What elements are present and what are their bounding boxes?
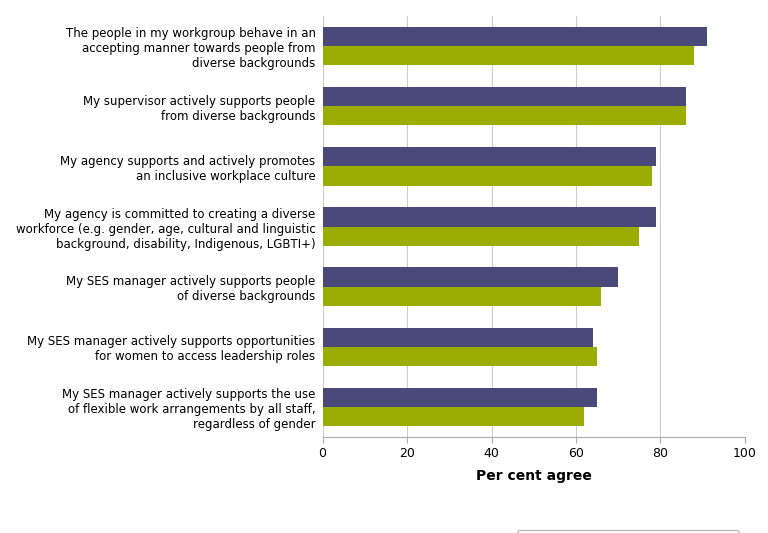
- Bar: [323, 147, 656, 166]
- Bar: [323, 46, 694, 66]
- X-axis label: Per cent agree: Per cent agree: [476, 469, 591, 483]
- Bar: [323, 106, 686, 125]
- Bar: [323, 287, 601, 306]
- Bar: [323, 347, 598, 366]
- Bar: [323, 387, 598, 407]
- Bar: [323, 268, 618, 287]
- Bar: [323, 328, 593, 347]
- Bar: [323, 227, 639, 246]
- Bar: [323, 207, 656, 227]
- Bar: [323, 87, 686, 106]
- Bar: [323, 27, 707, 46]
- Bar: [323, 407, 584, 426]
- Legend: LGBTI+, Non-LGBTI+: LGBTI+, Non-LGBTI+: [517, 530, 739, 533]
- Bar: [323, 166, 652, 185]
